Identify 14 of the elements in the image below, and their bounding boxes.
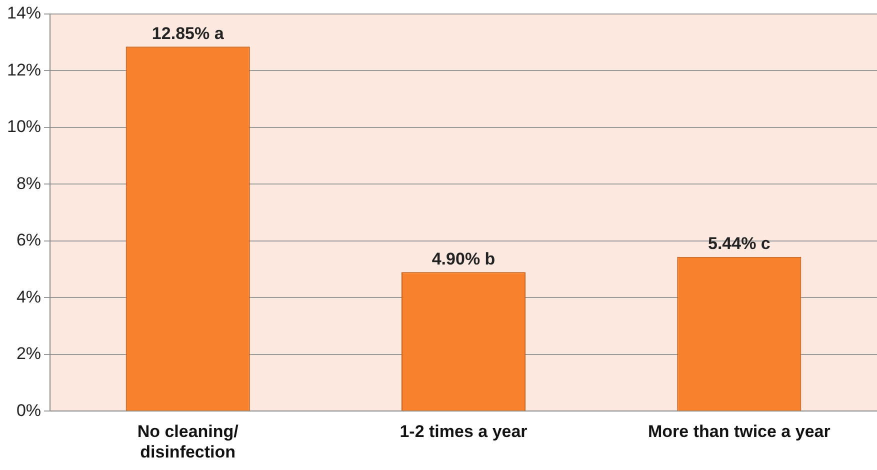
data-label: 5.44% c xyxy=(708,234,770,254)
y-tick-label: 0% xyxy=(16,400,42,420)
y-tick-label: 6% xyxy=(16,230,42,250)
y-tick-label: 2% xyxy=(16,344,42,364)
x-tick-label: No cleaning/ disinfection xyxy=(137,422,239,462)
data-label: 12.85% a xyxy=(152,24,224,43)
y-tick-label: 14% xyxy=(6,4,42,23)
y-tick-label: 8% xyxy=(16,174,42,193)
y-tick-label: 10% xyxy=(6,117,42,136)
x-tick-label: More than twice a year xyxy=(648,422,831,442)
x-tick-label: 1-2 times a year xyxy=(400,422,528,442)
y-tick-label: 4% xyxy=(16,287,42,306)
data-label: 4.90% b xyxy=(432,249,496,268)
y-tick-label: 12% xyxy=(6,60,42,80)
